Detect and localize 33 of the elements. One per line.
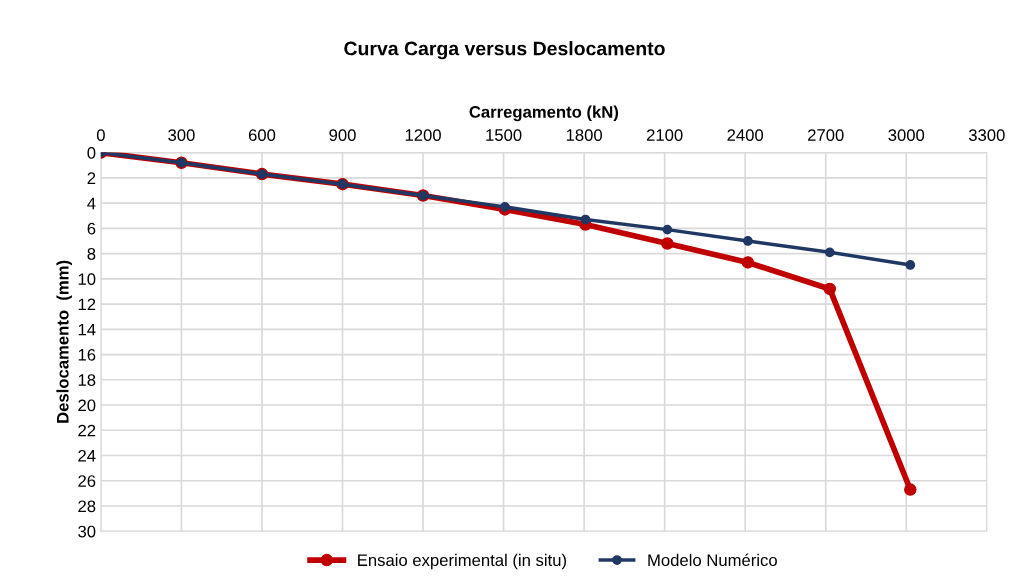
y-tick-label: 22 bbox=[78, 424, 96, 437]
y-tick-label: 26 bbox=[78, 475, 96, 487]
x-tick-label: 900 bbox=[329, 129, 356, 141]
x-tick-label: 1500 bbox=[486, 129, 522, 141]
x-tick-label: 300 bbox=[168, 129, 195, 141]
x-tick-label: 3300 bbox=[968, 129, 1005, 141]
y-tick-label: 24 bbox=[78, 449, 96, 462]
legend-label: Modelo Numérico bbox=[648, 553, 777, 567]
y-tick-label: 20 bbox=[78, 399, 96, 412]
y-tick-label: 18 bbox=[78, 374, 96, 386]
y-tick-label: 14 bbox=[78, 323, 96, 336]
y-tick-label: 16 bbox=[78, 348, 96, 361]
x-tick-label: 3000 bbox=[888, 129, 925, 141]
y-tick-label: 0 bbox=[87, 147, 96, 159]
y-tick-label: 12 bbox=[78, 298, 96, 311]
x-tick-label: 2700 bbox=[808, 129, 844, 141]
y-tick-label: 8 bbox=[87, 247, 96, 260]
x-tick-label: 0 bbox=[96, 129, 105, 141]
y-tick-label: 4 bbox=[87, 197, 96, 210]
x-tick-label: 1800 bbox=[566, 129, 603, 141]
x-axis-title: Carregamento (kN) bbox=[469, 105, 619, 122]
x-tick-label: 600 bbox=[248, 129, 276, 141]
y-tick-label: 2 bbox=[87, 172, 96, 184]
y-tick-label: 30 bbox=[78, 525, 96, 538]
y-axis-title: Deslocamento (mm) bbox=[56, 260, 72, 423]
y-tick-label: 6 bbox=[87, 222, 96, 235]
legend-label: Ensaio experimental (in situ) bbox=[358, 553, 566, 570]
y-tick-label: 28 bbox=[78, 500, 96, 513]
chart-title: Curva Carga versus Deslocamento bbox=[344, 41, 665, 60]
x-tick-label: 1200 bbox=[405, 129, 441, 141]
x-tick-label: 2100 bbox=[646, 129, 683, 141]
x-tick-label: 2400 bbox=[727, 129, 764, 141]
y-tick-label: 10 bbox=[78, 273, 96, 286]
